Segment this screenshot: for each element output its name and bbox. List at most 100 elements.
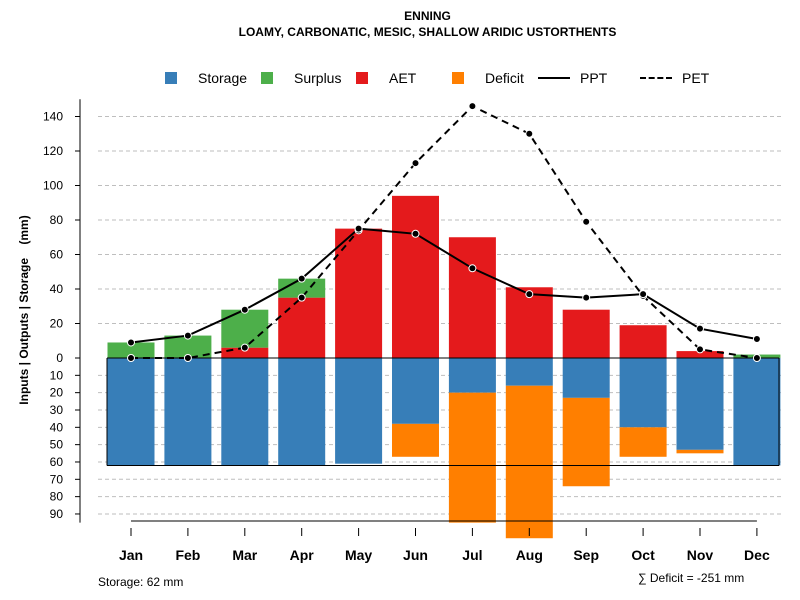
y-tick-label: 0 (56, 351, 63, 365)
legend-item-surplus: Surplus (261, 70, 341, 86)
y-tick-label: 20 (50, 317, 64, 331)
aet-bar (619, 325, 667, 358)
storage-bar (505, 358, 553, 386)
y-tick-label: 10 (50, 368, 64, 382)
y-axis-label: Inputs | Outputs | Storage (mm) (17, 215, 31, 404)
ppt-point (525, 290, 534, 299)
y-tick-label: 40 (50, 282, 64, 296)
legend-swatch-storage (165, 72, 177, 84)
legend-label-deficit: Deficit (485, 70, 524, 86)
y-tick-label: 50 (50, 438, 64, 452)
y-tick-label: 140 (43, 110, 63, 124)
legend-label-surplus: Surplus (294, 70, 342, 86)
pet-point (752, 354, 761, 362)
ppt-point (468, 264, 477, 273)
storage-bar (676, 358, 724, 450)
y-tick-label: 60 (50, 248, 64, 262)
ppt-point (183, 331, 192, 340)
chart-subtitle: LOAMY, CARBONATIC, MESIC, SHALLOW ARIDIC… (238, 25, 617, 39)
legend-line-pet (640, 77, 672, 79)
ppt-point (297, 274, 306, 283)
ppt-point (127, 338, 135, 347)
legend-item-aet: AET (356, 70, 416, 86)
deficit-bar (448, 392, 496, 523)
ppt-point (696, 324, 704, 333)
deficit-bar (505, 385, 553, 539)
x-tick-label: Mar (232, 547, 257, 563)
y-tick-label: 100 (43, 179, 63, 193)
pet-point (240, 343, 249, 352)
legend-label-aet: AET (389, 70, 417, 86)
aet-bar (278, 297, 326, 358)
legend-label-pet: PET (682, 70, 710, 86)
x-tick-label: May (345, 547, 372, 563)
storage-bar (392, 358, 439, 424)
pet-point (468, 102, 477, 111)
aet-bar (562, 309, 610, 358)
ppt-point (582, 293, 591, 302)
ppt-point (354, 224, 363, 233)
ppt-point (411, 229, 420, 238)
y-tick-label: 40 (50, 420, 64, 434)
storage-bar (448, 358, 496, 393)
y-tick-label: 120 (43, 144, 63, 158)
pet-point (582, 217, 591, 226)
surplus-bar (221, 309, 269, 348)
x-tick-label: Nov (687, 547, 714, 563)
x-tick-label: Oct (631, 547, 655, 563)
aet-bar (448, 237, 496, 358)
aet-bar (392, 195, 439, 358)
legend-swatch-aet (356, 72, 368, 84)
chart-title: ENNING (404, 9, 451, 23)
y-tick-label: 70 (50, 472, 64, 486)
aet-bar (505, 287, 553, 358)
y-tick-label: 30 (50, 403, 64, 417)
legend-swatch-surplus (261, 72, 273, 84)
x-tick-label: Apr (290, 547, 315, 563)
legend-swatch-deficit (452, 72, 464, 84)
pet-point (411, 159, 420, 168)
deficit-bar (676, 449, 724, 454)
x-tick-label: Feb (175, 547, 200, 563)
aet-bar (335, 228, 383, 358)
x-tick-label: Jan (119, 547, 143, 563)
legend-item-deficit: Deficit (452, 70, 524, 86)
storage-bar (733, 358, 781, 466)
deficit-bar (392, 423, 439, 457)
storage-bar (562, 358, 610, 398)
storage-bar (619, 358, 667, 428)
deficit-bar (619, 427, 667, 457)
x-tick-label: Sep (573, 547, 599, 563)
legend-label-storage: Storage (198, 70, 248, 86)
storage-bar (278, 358, 326, 466)
legend-item-pet: PET (640, 70, 709, 86)
pet-point (183, 354, 192, 362)
ppt-point (240, 305, 249, 314)
y-tick-label: 90 (50, 507, 64, 521)
aet-bar (676, 351, 724, 358)
storage-note: Storage: 62 mm (98, 575, 184, 589)
y-tick-label: 60 (50, 455, 64, 469)
y-tick-label: 20 (50, 386, 64, 400)
pet-point (696, 345, 704, 354)
ppt-point (639, 290, 648, 299)
surplus-bar (107, 342, 155, 358)
ppt-line (130, 227, 758, 344)
y-tick-label: 80 (50, 490, 64, 504)
storage-bar (221, 358, 269, 466)
legend: Storage Surplus AET Deficit PPT PET (0, 70, 800, 90)
aet-bar (221, 347, 269, 358)
ppt-point (752, 335, 761, 344)
x-tick-label: Jul (462, 547, 482, 563)
pet-point (525, 129, 534, 138)
surplus-bar (164, 335, 212, 358)
y-tick-label: 80 (50, 213, 64, 227)
storage-bar (164, 358, 212, 466)
storage-bar (107, 358, 155, 466)
legend-item-ppt: PPT (538, 70, 607, 86)
pet-point (297, 293, 306, 302)
deficit-bar (562, 397, 610, 487)
legend-label-ppt: PPT (580, 70, 608, 86)
x-tick-label: Aug (516, 547, 543, 563)
